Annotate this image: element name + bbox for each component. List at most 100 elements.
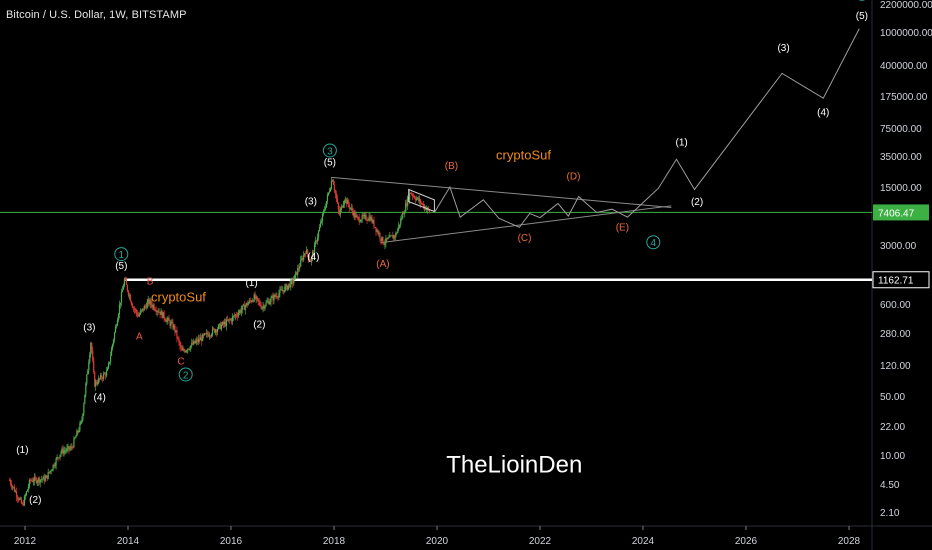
candle-body — [368, 216, 370, 221]
candle-body — [231, 316, 233, 322]
candle-body — [276, 295, 278, 298]
candle-body — [253, 294, 255, 302]
y-tick-label: 50.00 — [880, 392, 905, 403]
candle-body — [221, 322, 224, 325]
wave-label: (4) — [817, 107, 829, 118]
candle-body — [33, 476, 35, 482]
candle-body — [379, 233, 381, 239]
candle-body — [56, 457, 58, 459]
price-line-label: 7406.47 — [878, 208, 915, 219]
author-watermark: TheLioinDen — [446, 451, 582, 478]
candle-body — [330, 181, 333, 189]
candle-body — [351, 207, 353, 212]
candle-body — [239, 310, 241, 313]
candle-body — [138, 314, 140, 317]
x-tick-label: 2028 — [838, 536, 861, 547]
candle-body — [106, 370, 108, 376]
candle-body — [378, 233, 380, 235]
candle-body — [415, 198, 418, 201]
candle-body — [200, 337, 202, 341]
wave-marker-circle — [178, 367, 193, 382]
candle-body — [24, 495, 26, 497]
candle-body — [359, 221, 361, 223]
y-tick-label: 15000.00 — [880, 183, 922, 194]
y-tick-label: 400000.00 — [880, 61, 928, 72]
candle-body — [169, 320, 171, 326]
candle-body — [87, 370, 89, 375]
candle-body — [219, 323, 222, 330]
price-line-badge — [872, 271, 930, 289]
candle-body — [237, 313, 239, 317]
candle-body — [178, 338, 180, 342]
candle-body — [273, 294, 275, 301]
candle-body — [390, 235, 392, 237]
candle-body — [57, 457, 59, 458]
candle-body — [222, 322, 225, 325]
candle-body — [303, 254, 305, 260]
candle-body — [107, 362, 110, 369]
candle-body — [285, 284, 287, 287]
candle-body — [372, 220, 374, 223]
candle-body — [91, 342, 93, 351]
candle-body — [387, 237, 389, 240]
candle-body — [147, 299, 149, 303]
candle-body — [403, 212, 405, 214]
candle-body — [68, 446, 70, 450]
candle-body — [272, 296, 274, 301]
candle-body — [82, 413, 84, 421]
candle-body — [52, 464, 54, 470]
candle-body — [312, 252, 315, 254]
candle-body — [419, 199, 422, 204]
candle-body — [336, 198, 338, 203]
candle-body — [165, 320, 167, 322]
candle-body — [193, 340, 195, 345]
candle-body — [70, 446, 72, 449]
candle-body — [48, 472, 50, 473]
candle-body — [257, 298, 259, 301]
candle-body — [158, 311, 160, 313]
candle-body — [97, 383, 99, 385]
candle-body — [186, 350, 188, 352]
candle-body — [14, 491, 17, 493]
candle-body — [9, 480, 12, 484]
candle-body — [202, 334, 204, 342]
candle-body — [420, 203, 423, 205]
y-tick-label: 10.00 — [880, 451, 905, 462]
candle-body — [100, 375, 102, 379]
candle-body — [412, 194, 414, 197]
candle-body — [260, 305, 262, 309]
candle-body — [349, 207, 351, 209]
candle-body — [304, 253, 306, 255]
candle-body — [414, 196, 416, 199]
candle-body — [182, 349, 184, 351]
candle-body — [404, 211, 406, 214]
candle-body — [243, 304, 245, 311]
candle-body — [234, 314, 236, 317]
candle-body — [197, 339, 199, 342]
wave-label: (1) — [245, 278, 257, 289]
candle-body — [73, 438, 75, 448]
candle-body — [13, 486, 16, 492]
candle-body — [384, 243, 386, 245]
candle-body — [295, 271, 297, 275]
candle-body — [84, 394, 86, 404]
candle-body — [156, 311, 158, 312]
candle-body — [337, 202, 339, 210]
candle-body — [310, 260, 312, 262]
candle-body — [43, 476, 45, 482]
candle-body — [397, 228, 399, 233]
candle-body — [244, 305, 246, 311]
candle-body — [15, 491, 18, 497]
candle-body — [270, 297, 272, 302]
candle-body — [44, 477, 46, 482]
candle-body — [364, 215, 366, 216]
candle-body — [88, 362, 90, 371]
candle-body — [22, 503, 25, 506]
candle-body — [382, 236, 384, 244]
candle-body — [55, 458, 57, 466]
candle-body — [265, 302, 267, 306]
candle-body — [31, 480, 33, 482]
candle-body — [215, 329, 218, 333]
candle-body — [375, 227, 377, 232]
